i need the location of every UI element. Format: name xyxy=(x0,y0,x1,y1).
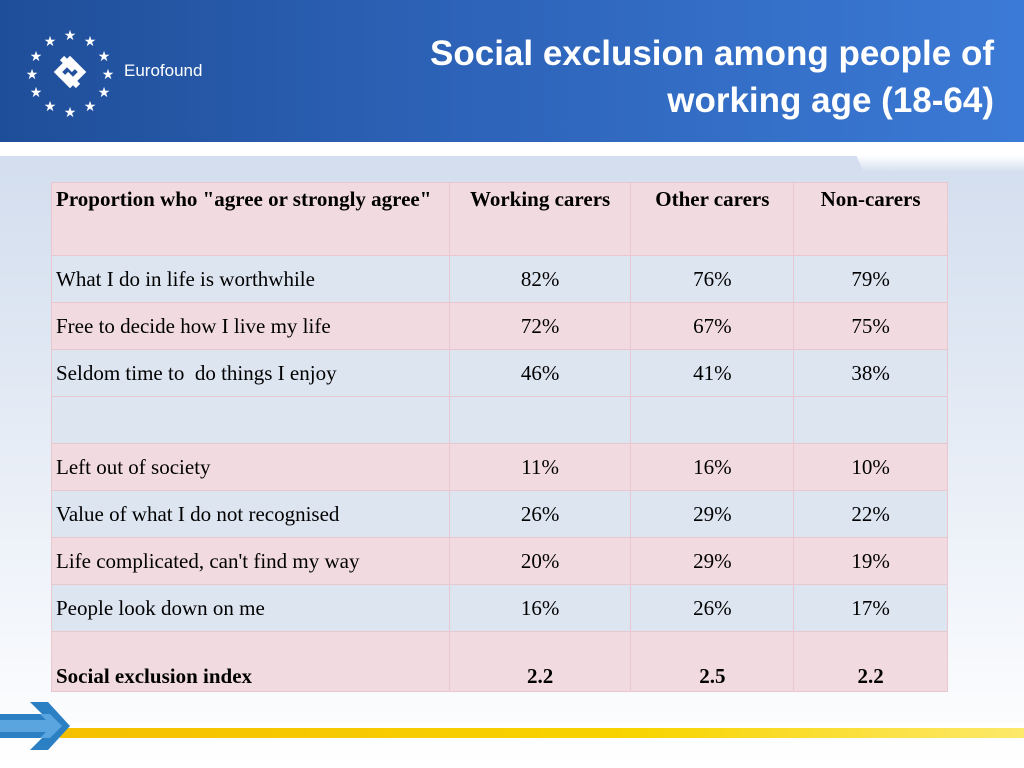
table-cell: 16% xyxy=(630,443,795,491)
footer-white-band xyxy=(60,722,1024,728)
svg-text:★: ★ xyxy=(30,49,43,65)
table-cell: 10% xyxy=(793,443,948,491)
title-line-2: working age (18-64) xyxy=(667,81,994,120)
title-line-1: Social exclusion among people of xyxy=(430,34,994,73)
brand-name: Eurofound xyxy=(124,61,203,80)
table-cell: 79% xyxy=(793,255,948,303)
table-cell: 75% xyxy=(793,302,948,350)
row-label: Seldom time to do things I enjoy xyxy=(51,349,450,397)
svg-text:★: ★ xyxy=(84,34,97,50)
svg-text:★: ★ xyxy=(26,67,39,83)
table-cell xyxy=(630,396,795,444)
table-row: Value of what I do not recognised 26% 29… xyxy=(51,490,948,538)
table-cell: 2.2 xyxy=(448,631,632,692)
row-label: What I do in life is worthwhile xyxy=(51,255,450,303)
table-cell: 72% xyxy=(448,302,632,350)
svg-text:★: ★ xyxy=(98,85,111,101)
column-header: Other carers xyxy=(630,182,795,256)
row-label: Left out of society xyxy=(51,443,450,491)
row-label: Value of what I do not recognised xyxy=(51,490,450,538)
table-row: What I do in life is worthwhile 82% 76% … xyxy=(51,255,948,303)
table-row: Seldom time to do things I enjoy 46% 41%… xyxy=(51,349,948,397)
table-cell: 11% xyxy=(448,443,632,491)
table-row-empty xyxy=(51,396,948,444)
svg-text:★: ★ xyxy=(64,105,77,118)
table-cell: 41% xyxy=(630,349,795,397)
svg-text:★: ★ xyxy=(44,34,57,50)
table-cell: 2.5 xyxy=(630,631,795,692)
column-header: Working carers xyxy=(448,182,632,256)
table-cell: 82% xyxy=(448,255,632,303)
row-label: Life complicated, can't find my way xyxy=(51,537,450,585)
row-label xyxy=(51,396,450,444)
header-banner xyxy=(0,0,1024,142)
svg-text:★: ★ xyxy=(44,99,57,115)
slide-title: Social exclusion among people of working… xyxy=(294,30,994,124)
footer-yellow-band xyxy=(60,728,1024,738)
index-row: Social exclusion index 2.2 2.5 2.2 xyxy=(51,631,948,692)
table-cell: 20% xyxy=(448,537,632,585)
table-cell: 17% xyxy=(793,584,948,632)
table-row: People look down on me 16% 26% 17% xyxy=(51,584,948,632)
svg-text:★: ★ xyxy=(98,49,111,65)
table-row: Free to decide how I live my life 72% 67… xyxy=(51,302,948,350)
row-label: Free to decide how I live my life xyxy=(51,302,450,350)
table-cell: 67% xyxy=(630,302,795,350)
table-header-row: Proportion who "agree or strongly agree"… xyxy=(51,182,948,256)
row-label: Social exclusion index xyxy=(51,631,450,692)
table-cell: 2.2 xyxy=(793,631,948,692)
footer-arrow-icon xyxy=(0,702,70,750)
eurofound-logo: ★ ★ ★ ★ ★ ★ ★ ★ ★ ★ ★ ★ xyxy=(22,28,222,121)
table-cell xyxy=(448,396,632,444)
svg-text:★: ★ xyxy=(102,67,115,83)
table-cell: 29% xyxy=(630,537,795,585)
social-exclusion-table: Proportion who "agree or strongly agree"… xyxy=(51,182,948,692)
table-cell: 16% xyxy=(448,584,632,632)
table-row: Left out of society 11% 16% 10% xyxy=(51,443,948,491)
table-cell: 26% xyxy=(630,584,795,632)
table-cell: 46% xyxy=(448,349,632,397)
header-notch xyxy=(850,142,1024,172)
table-cell: 38% xyxy=(793,349,948,397)
svg-text:★: ★ xyxy=(30,85,43,101)
svg-text:★: ★ xyxy=(64,28,77,44)
column-header: Non-carers xyxy=(793,182,948,256)
column-header: Proportion who "agree or strongly agree" xyxy=(51,182,450,256)
row-label: People look down on me xyxy=(51,584,450,632)
table-cell: 26% xyxy=(448,490,632,538)
table-cell: 22% xyxy=(793,490,948,538)
header-divider xyxy=(0,142,1024,156)
table-cell: 29% xyxy=(630,490,795,538)
eu-stars-icon: ★ ★ ★ ★ ★ ★ ★ ★ ★ ★ ★ ★ xyxy=(26,28,115,121)
svg-text:★: ★ xyxy=(84,99,97,115)
table-cell xyxy=(793,396,948,444)
table-cell: 19% xyxy=(793,537,948,585)
table-cell: 76% xyxy=(630,255,795,303)
table-row: Life complicated, can't find my way 20% … xyxy=(51,537,948,585)
